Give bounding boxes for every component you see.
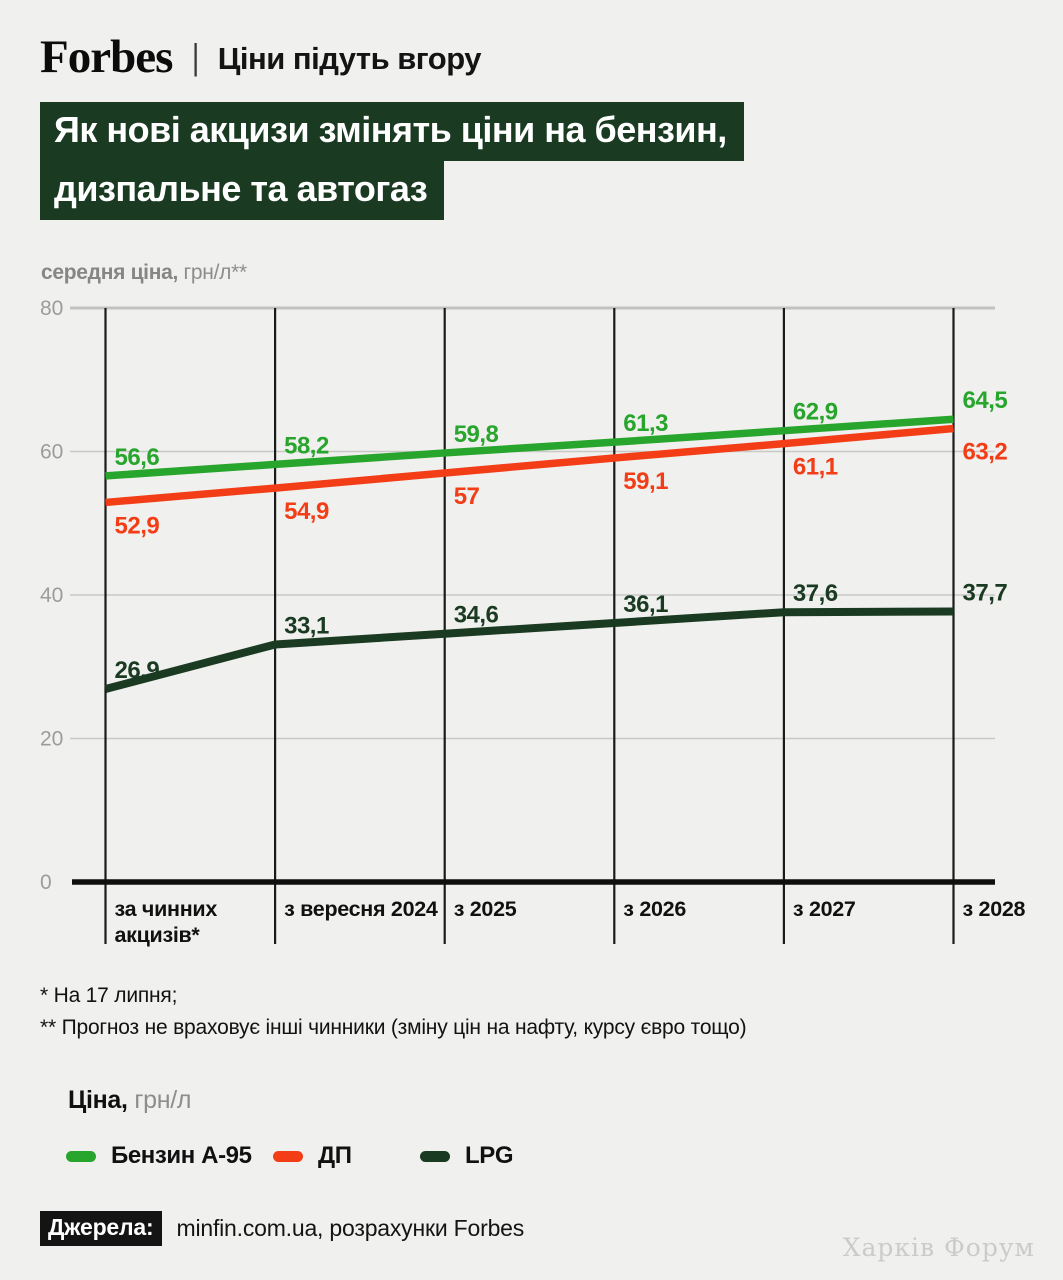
header: Forbes | Ціни підуть вгору xyxy=(40,30,482,84)
legend-label-benzin-a95: Бензин А-95 xyxy=(111,1142,252,1169)
x-label-4: з 2027 xyxy=(793,897,856,921)
legend-title: Ціна, грн/л xyxy=(68,1086,191,1115)
legend-item-dp: ДП xyxy=(273,1142,352,1170)
value-label-dp-5: 63,2 xyxy=(963,439,1008,466)
value-label-benzin-a95-3: 61,3 xyxy=(623,410,668,437)
value-label-lpg-0: 26,9 xyxy=(115,657,160,684)
header-separator: | xyxy=(192,36,200,77)
header-tagline: Ціни підуть вгору xyxy=(217,41,482,76)
line-lpg xyxy=(104,607,954,693)
legend-swatch-lpg xyxy=(420,1150,450,1162)
legend: Бензин А-95 ДП LPG xyxy=(0,1142,1063,1172)
source-chip: Джерела: xyxy=(40,1211,163,1246)
value-label-lpg-3: 36,1 xyxy=(623,591,668,618)
footnotes: * На 17 липня; ** Прогноз не враховує ін… xyxy=(40,980,747,1043)
value-label-dp-2: 57 xyxy=(454,483,480,510)
legend-label-dp: ДП xyxy=(318,1142,352,1169)
value-label-benzin-a95-4: 62,9 xyxy=(793,399,838,426)
y-tick-20: 20 xyxy=(40,728,63,751)
chart-title-line-2: дизпальне та автогаз xyxy=(40,161,445,220)
footnote-2: ** Прогноз не враховує інші чинники (змі… xyxy=(40,1015,747,1039)
legend-swatch-benzin-a95 xyxy=(66,1150,96,1162)
x-label-0-line2: акцизів* xyxy=(115,923,201,947)
footnote-1: * На 17 липня; xyxy=(40,984,178,1007)
watermark: Харків Форум xyxy=(842,1233,1035,1262)
value-label-lpg-4: 37,6 xyxy=(793,580,838,607)
x-label-0: за чинних xyxy=(115,897,218,921)
y-tick-40: 40 xyxy=(40,584,63,607)
legend-title-bold: Ціна, xyxy=(68,1086,128,1114)
value-label-benzin-a95-1: 58,2 xyxy=(284,432,329,459)
value-label-lpg-5: 37,7 xyxy=(963,580,1008,607)
value-label-dp-1: 54,9 xyxy=(284,498,329,525)
value-label-lpg-2: 34,6 xyxy=(454,602,499,629)
x-label-5: з 2028 xyxy=(963,897,1026,921)
y-tick-60: 60 xyxy=(40,441,63,464)
legend-item-benzin-a95: Бензин А-95 xyxy=(66,1142,252,1170)
legend-item-lpg: LPG xyxy=(420,1142,514,1170)
chart-title-line-1: Як нові акцизи змінять ціни на бензин, xyxy=(40,102,744,161)
value-label-dp-3: 59,1 xyxy=(623,468,668,495)
line-dp xyxy=(105,424,954,507)
value-label-dp-4: 61,1 xyxy=(793,454,838,481)
legend-label-lpg: LPG xyxy=(465,1142,514,1169)
x-label-1: з вересня 2024 xyxy=(284,897,438,921)
x-label-3: з 2026 xyxy=(623,897,686,921)
source-row: Джерела: minfin.com.ua, розрахунки Forbe… xyxy=(40,1211,524,1246)
chart-title: Як нові акцизи змінять ціни на бензин, д… xyxy=(40,102,744,220)
value-label-benzin-a95-5: 64,5 xyxy=(963,387,1008,414)
line-benzin-a95 xyxy=(105,415,954,480)
y-axis-label: середня ціна, грн/л** xyxy=(41,261,247,285)
value-label-benzin-a95-0: 56,6 xyxy=(115,444,160,471)
x-label-2: з 2025 xyxy=(454,897,517,921)
value-label-benzin-a95-2: 59,8 xyxy=(454,421,499,448)
y-axis-label-unit: грн/л** xyxy=(178,261,248,284)
y-tick-0: 0 xyxy=(40,871,52,894)
value-label-dp-0: 52,9 xyxy=(115,512,160,539)
y-tick-80: 80 xyxy=(40,297,63,320)
price-forecast-line-chart: 0 20 40 60 80 56,6 58,2 59,8 61,3 62,9 64,5 52,9 54,… xyxy=(40,297,1026,947)
value-label-lpg-1: 33,1 xyxy=(284,613,329,640)
legend-swatch-dp xyxy=(273,1150,303,1162)
legend-title-unit: грн/л xyxy=(127,1086,192,1114)
y-axis-label-bold: середня ціна, xyxy=(41,261,179,284)
forbes-logo: Forbes xyxy=(40,31,173,83)
source-text: minfin.com.ua, розрахунки Forbes xyxy=(176,1215,525,1241)
